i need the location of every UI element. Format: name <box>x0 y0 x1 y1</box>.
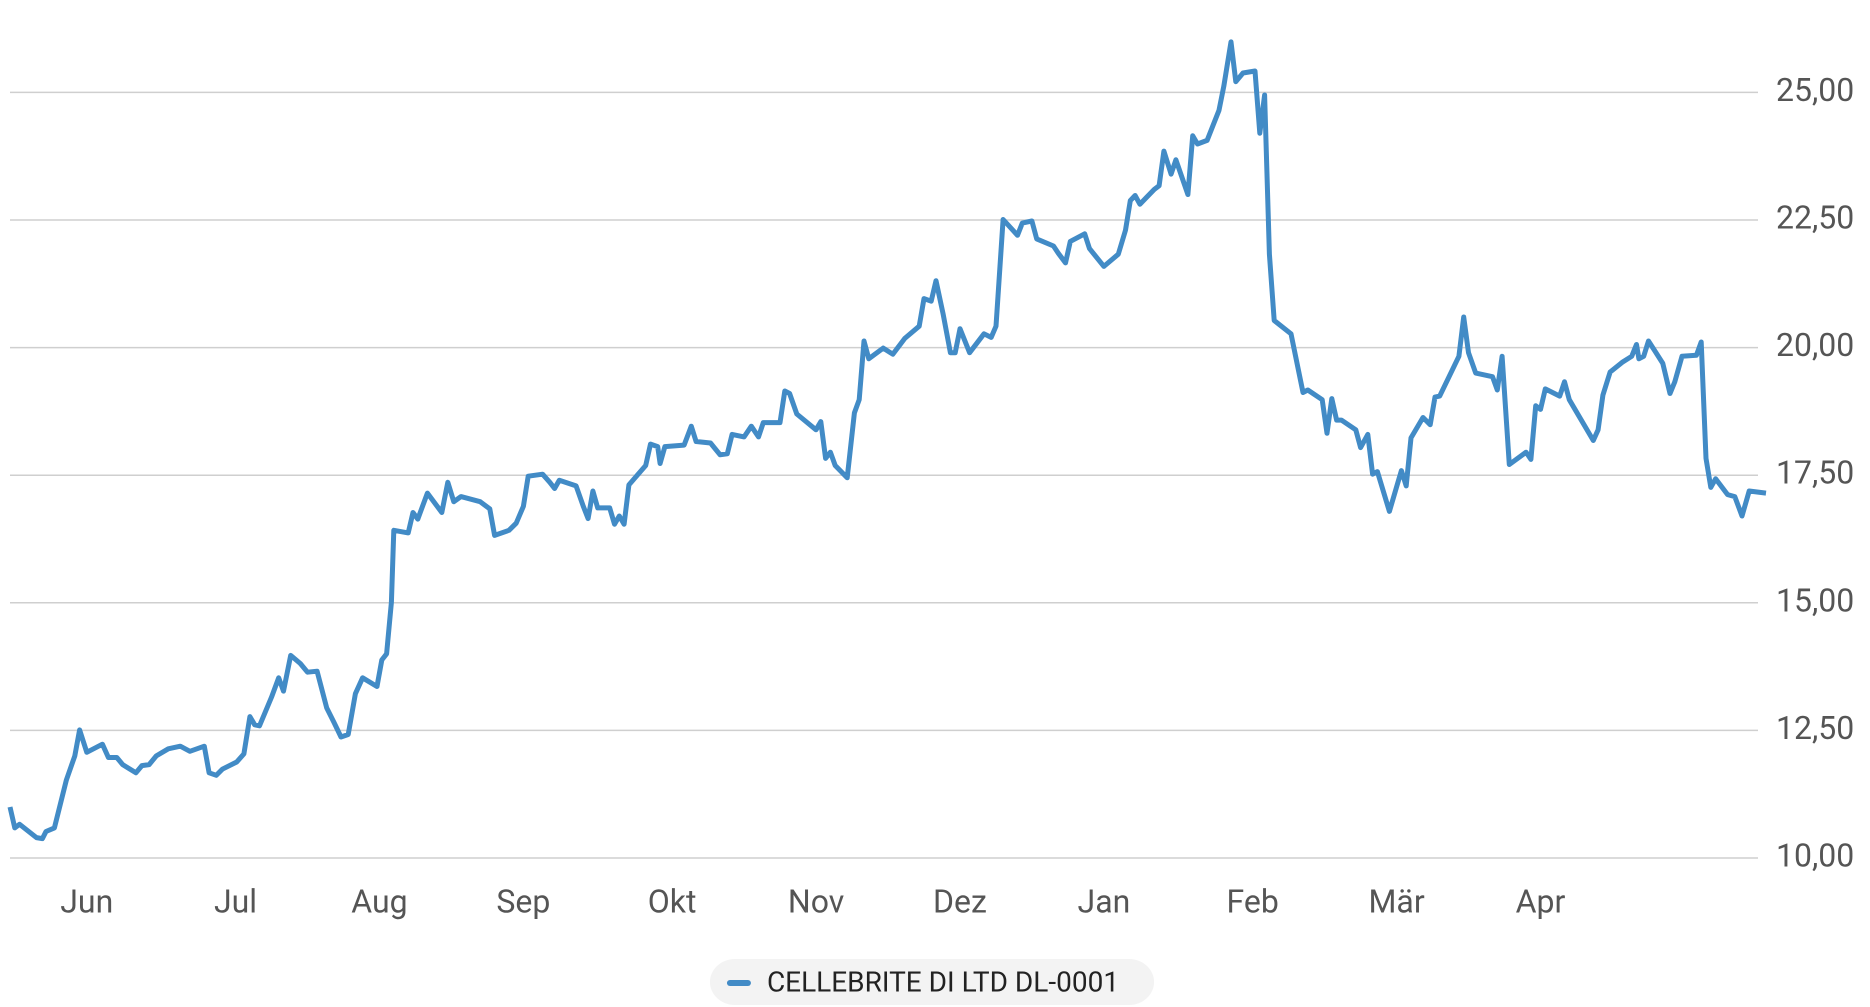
y-tick-label: 22,50 <box>1776 198 1854 236</box>
legend-label: CELLEBRITE DI LTD DL-0001 <box>767 965 1119 998</box>
y-tick-label: 12,50 <box>1776 709 1854 747</box>
y-tick-label: 25,00 <box>1776 71 1854 109</box>
price-line <box>7 39 1767 842</box>
x-tick-label: Aug <box>351 882 407 920</box>
y-tick-label: 10,00 <box>1776 836 1854 874</box>
x-tick-label: Sep <box>496 882 550 920</box>
x-tick-label: Feb <box>1226 882 1278 920</box>
legend: CELLEBRITE DI LTD DL-0001 <box>709 959 1155 1005</box>
legend-swatch <box>726 980 751 986</box>
x-tick-label: Nov <box>788 882 844 920</box>
y-tick-label: 15,00 <box>1776 581 1854 619</box>
y-tick-label: 17,50 <box>1776 454 1854 492</box>
legend-pill <box>709 959 1155 1005</box>
x-tick-label: Okt <box>648 882 697 920</box>
x-tick-label: Mär <box>1368 882 1424 920</box>
x-tick-label: Jul <box>214 882 257 920</box>
x-tick-label: Jan <box>1078 882 1131 920</box>
x-tick-label: Apr <box>1516 882 1566 920</box>
x-tick-label: Jun <box>60 882 113 920</box>
y-tick-label: 20,00 <box>1776 326 1854 364</box>
x-tick-label: Dez <box>933 882 987 920</box>
